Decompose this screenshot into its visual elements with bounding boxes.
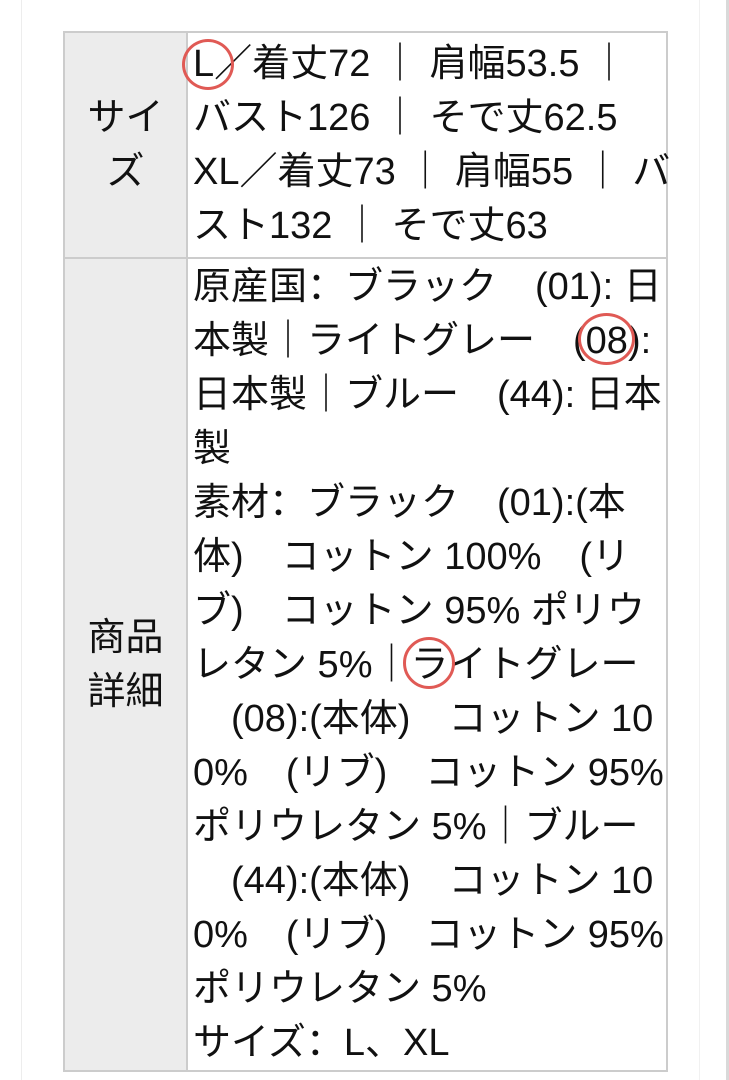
text-line: XL／着丈73 ｜ 肩幅55 ｜ バ [193, 145, 670, 199]
text-line: 0% (リブ) コットン 95% [193, 746, 664, 800]
product-detail-row: 商品 詳細 原産国：ブラック (01): 日本製｜ライトグレー (08): 日本製… [65, 259, 666, 1070]
text-line: 体) コットン 100% (リ [193, 530, 664, 584]
text-line: 製 [193, 422, 664, 476]
text-line: レタン 5%｜ライトグレー [193, 637, 664, 692]
text-segment: 体) コットン 100% (リ [193, 536, 631, 578]
product-spec-table: サイ ズ L／着丈72 ｜ 肩幅53.5 ｜ バスト126 ｜ そで丈62.5 XL… [63, 31, 670, 1072]
text-line: 日本製｜ブルー (44): 日本 [193, 368, 664, 422]
text-segment: 日本製｜ブルー (44): 日本 [193, 374, 662, 416]
text-line: バスト126 ｜ そで丈62.5 [193, 91, 670, 145]
text-segment: 0% (リブ) コットン 95% [193, 752, 664, 794]
text-segment: (08):(本体) コットン 10 [193, 698, 654, 740]
text-segment: ／着丈72 ｜ 肩幅53.5 ｜ [214, 43, 629, 85]
text-segment: (44):(本体) コットン 10 [193, 860, 654, 902]
text-line: ポリウレタン 5% [193, 962, 664, 1016]
text-segment: 製 [193, 428, 232, 470]
screen-right-edge [726, 0, 729, 1080]
detail-header-text: 詳細 [87, 670, 164, 713]
text-line: ポリウレタン 5%｜ブルー [193, 800, 664, 854]
size-header-text: ズ [106, 151, 145, 193]
size-spec-row: サイ ズ L／着丈72 ｜ 肩幅53.5 ｜ バスト126 ｜ そで丈62.5 XL… [65, 33, 670, 259]
text-line: (44):(本体) コットン 10 [193, 854, 664, 908]
text-line: サイズ：L、XL [193, 1016, 664, 1070]
text-line: スト132 ｜ そで丈63 [193, 199, 670, 253]
text-segment: ブ) コットン 95% ポリウ [193, 590, 645, 632]
text-segment: レタン 5%｜ [193, 644, 411, 686]
text-segment: 本製｜ライトグレー ( [193, 320, 586, 362]
page-edge-line-left [21, 0, 22, 1080]
text-segment: 素材：ブラック (01):(本 [193, 482, 626, 524]
size-row-header: サイ ズ [65, 33, 188, 257]
text-line: 原産国：ブラック (01): 日 [193, 260, 664, 314]
page-edge-line-right [699, 0, 700, 1080]
text-line: L／着丈72 ｜ 肩幅53.5 ｜ [181, 37, 670, 91]
text-segment: サイズ：L、XL [193, 1022, 450, 1064]
text-segment: スト132 ｜ そで丈63 [193, 205, 548, 247]
text-line: 素材：ブラック (01):(本 [193, 476, 664, 530]
text-segment: バスト126 ｜ そで丈62.5 [193, 97, 618, 139]
product-detail-text: 原産国：ブラック (01): 日本製｜ライトグレー (08): 日本製｜ブルー (… [188, 259, 666, 1070]
text-segment: ポリウレタン 5% [193, 968, 487, 1010]
red-circle-annotation: ラ [403, 637, 456, 692]
text-line: 0% (リブ) コットン 95% [193, 908, 664, 962]
text-segment: ): [627, 320, 652, 362]
detail-row-header: 商品 詳細 [65, 259, 188, 1070]
text-segment: XL／着丈73 ｜ 肩幅55 ｜ バ [193, 151, 671, 193]
red-circle-annotation: 08 [577, 313, 635, 368]
text-segment: イトグレー [448, 644, 639, 686]
text-segment: ポリウレタン 5%｜ブルー [193, 806, 639, 848]
size-header-text: サイ [87, 97, 164, 139]
red-circle-annotation: L [181, 37, 235, 91]
text-line: (08):(本体) コットン 10 [193, 692, 664, 746]
size-spec-text: L／着丈72 ｜ 肩幅53.5 ｜ バスト126 ｜ そで丈62.5 XL／着丈73… [181, 33, 672, 257]
detail-header-text: 商品 [87, 616, 164, 659]
text-segment: 原産国：ブラック (01): 日 [193, 266, 662, 308]
text-line: ブ) コットン 95% ポリウ [193, 584, 664, 638]
text-segment: 0% (リブ) コットン 95% [193, 914, 664, 956]
text-line: 本製｜ライトグレー (08): [193, 313, 664, 368]
